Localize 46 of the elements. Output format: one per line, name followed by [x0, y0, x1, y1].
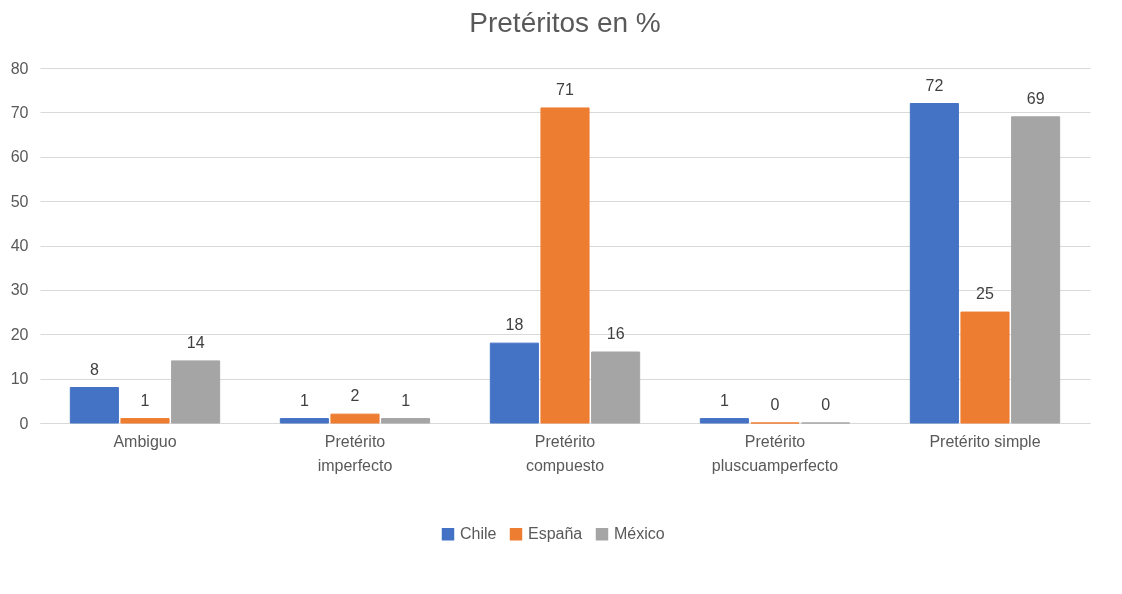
y-tick-label: 20 — [10, 325, 29, 343]
chart-title: Pretéritos en % — [469, 7, 661, 38]
data-label: 1 — [140, 391, 150, 409]
data-label: 1 — [719, 391, 729, 409]
bar — [381, 418, 431, 424]
bar — [1011, 116, 1061, 424]
bar — [489, 342, 539, 424]
bar — [540, 107, 590, 424]
bar — [171, 360, 221, 424]
y-tick-label: 30 — [10, 281, 29, 299]
y-tick-label: 50 — [10, 192, 29, 210]
data-label: 1 — [401, 391, 411, 409]
y-tick-label: 80 — [10, 59, 29, 77]
x-tick-label: Pretérito pluscuamperfecto — [711, 432, 839, 474]
data-label: 72 — [925, 76, 944, 94]
bar — [120, 418, 170, 424]
bar — [69, 387, 119, 424]
bar — [591, 351, 641, 424]
data-label: 18 — [505, 316, 524, 334]
data-label: 69 — [1026, 89, 1045, 107]
x-tick-label: Pretérito imperfecto — [317, 432, 393, 474]
legend-label: Chile — [460, 525, 497, 543]
y-tick-label: 70 — [10, 103, 29, 121]
legend-label: España — [528, 525, 583, 543]
bar — [960, 311, 1010, 424]
data-label: 0 — [770, 396, 780, 413]
y-tick-label: 40 — [10, 237, 29, 254]
data-label: 0 — [821, 396, 831, 413]
x-tick-label: Pretérito simple — [929, 432, 1041, 450]
x-tick-label: Ambiguo — [113, 432, 177, 450]
bar — [699, 418, 749, 424]
y-tick-label: 0 — [19, 414, 29, 432]
data-label: 8 — [89, 360, 99, 378]
x-tick-label: Pretérito compuesto — [525, 432, 605, 474]
y-tick-label: 10 — [10, 370, 29, 388]
data-label: 1 — [299, 391, 309, 409]
bar — [909, 103, 959, 424]
data-label: 14 — [186, 333, 205, 351]
data-label: 25 — [976, 285, 994, 303]
data-label: 2 — [350, 387, 360, 405]
data-label: 16 — [606, 325, 625, 342]
data-label: 71 — [556, 80, 574, 98]
bar — [330, 413, 380, 424]
legend-label: México — [614, 525, 665, 543]
y-tick-label: 60 — [10, 148, 29, 166]
bar — [279, 418, 329, 424]
